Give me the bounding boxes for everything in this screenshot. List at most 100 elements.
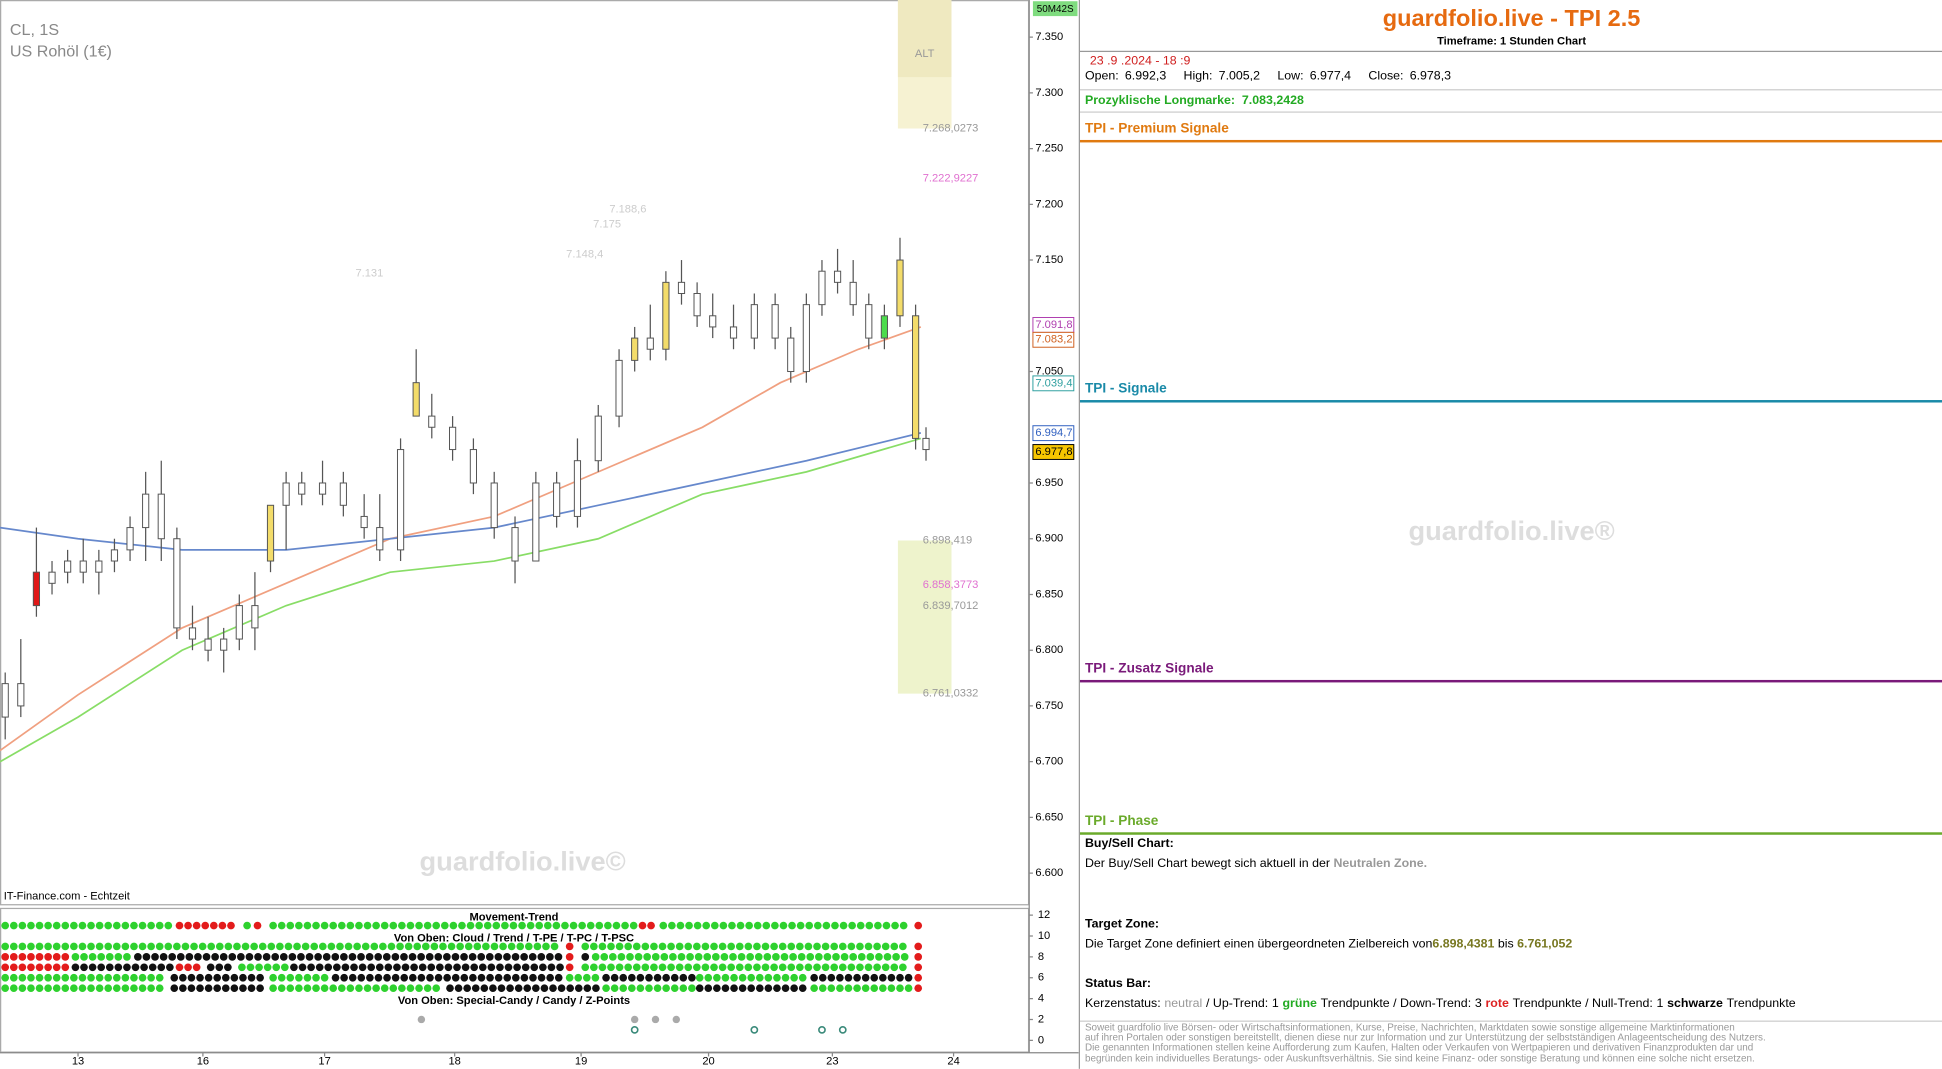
dot bbox=[52, 973, 61, 982]
dot bbox=[95, 984, 104, 993]
status-part: Trendpunkte bbox=[1726, 997, 1796, 1011]
candle-body bbox=[750, 304, 758, 339]
dot bbox=[693, 963, 701, 972]
dot bbox=[546, 973, 554, 982]
dot bbox=[247, 973, 256, 982]
dot bbox=[415, 984, 423, 993]
status-part: Kerzenstatus: bbox=[1084, 997, 1161, 1011]
dot bbox=[914, 963, 923, 972]
dot bbox=[482, 942, 490, 951]
dot bbox=[155, 973, 164, 982]
dot bbox=[507, 942, 516, 951]
dot bbox=[340, 973, 348, 982]
dot bbox=[735, 942, 744, 951]
z-point bbox=[672, 1015, 681, 1024]
dot bbox=[523, 984, 532, 993]
disclaimer-line: Die genannten Informationen stellen kein… bbox=[1084, 1042, 1754, 1054]
dot bbox=[44, 963, 52, 972]
price-marker: 7.083,2 bbox=[1035, 334, 1072, 346]
dot bbox=[269, 921, 277, 930]
dot bbox=[612, 921, 621, 930]
dot bbox=[483, 921, 492, 930]
dot bbox=[315, 963, 324, 972]
dot bbox=[280, 963, 289, 972]
dot bbox=[114, 963, 123, 972]
dot bbox=[662, 973, 670, 982]
dot bbox=[718, 942, 727, 951]
dot bbox=[755, 984, 764, 993]
dot bbox=[138, 973, 147, 982]
dot bbox=[617, 953, 626, 961]
dot bbox=[209, 921, 218, 930]
dot bbox=[408, 973, 417, 982]
dot bbox=[27, 942, 35, 951]
dot bbox=[241, 942, 250, 951]
dot bbox=[645, 973, 653, 982]
dot bbox=[753, 963, 761, 972]
candle-body bbox=[412, 382, 420, 417]
dot bbox=[105, 953, 114, 961]
dot bbox=[624, 942, 633, 951]
dot bbox=[531, 984, 540, 993]
dot bbox=[130, 973, 138, 982]
peak-label: 7.148,4 bbox=[566, 248, 603, 260]
dot bbox=[490, 942, 499, 951]
dot bbox=[891, 921, 899, 930]
indicator-label: Von Oben: Special-Candy / Candy / Z-Poin… bbox=[398, 995, 630, 1007]
candle-body bbox=[235, 605, 243, 640]
y-tick-label: 7.200 bbox=[1035, 198, 1063, 210]
timer-box bbox=[1032, 1, 1078, 17]
dot bbox=[130, 942, 138, 951]
dot bbox=[873, 942, 881, 951]
dot bbox=[695, 973, 704, 982]
candle-body bbox=[729, 326, 738, 339]
dot bbox=[213, 984, 222, 993]
dot bbox=[574, 973, 583, 982]
dot bbox=[703, 953, 712, 961]
dot bbox=[755, 973, 764, 982]
dot bbox=[372, 984, 380, 993]
dot bbox=[387, 942, 396, 951]
longmarke-label: Prozyklische Longmarke: bbox=[1084, 94, 1235, 108]
dot bbox=[155, 921, 164, 930]
dot-run bbox=[659, 921, 908, 930]
dot bbox=[27, 984, 35, 993]
dot bbox=[256, 973, 264, 982]
dot bbox=[310, 942, 319, 951]
ohlc-value: 6.992,3 bbox=[1124, 69, 1167, 83]
zone bbox=[897, 540, 952, 694]
panel-title: guardfolio.live - TPI 2.5 bbox=[1382, 6, 1641, 33]
dot bbox=[619, 973, 628, 982]
dot bbox=[355, 921, 363, 930]
dot bbox=[506, 984, 514, 993]
dot bbox=[627, 973, 636, 982]
dot bbox=[410, 963, 418, 972]
x-tick-label: 20 bbox=[702, 1055, 714, 1067]
price-marker: 7.039,4 bbox=[1035, 377, 1072, 389]
dot bbox=[535, 921, 544, 930]
z-point bbox=[750, 1025, 759, 1034]
dot bbox=[179, 973, 187, 982]
dot bbox=[615, 942, 624, 951]
dot bbox=[608, 953, 617, 961]
dot bbox=[263, 963, 272, 972]
dot bbox=[582, 973, 591, 982]
dot bbox=[430, 942, 439, 951]
dot bbox=[451, 953, 460, 961]
y-tick-label: 6.900 bbox=[1035, 533, 1063, 545]
candle-body bbox=[818, 270, 826, 306]
dot bbox=[878, 973, 887, 982]
dot-run bbox=[565, 963, 574, 972]
dot bbox=[813, 942, 821, 951]
dot bbox=[676, 921, 685, 930]
dot bbox=[432, 984, 441, 993]
dot bbox=[454, 984, 463, 993]
dot bbox=[771, 921, 779, 930]
ohlc-value: 7.005,2 bbox=[1218, 69, 1261, 83]
indicator-tick-label: 10 bbox=[1038, 930, 1050, 942]
dot bbox=[504, 963, 513, 972]
candle-body bbox=[32, 571, 41, 607]
dot bbox=[658, 963, 667, 972]
dot bbox=[1, 963, 10, 972]
dot bbox=[121, 984, 130, 993]
